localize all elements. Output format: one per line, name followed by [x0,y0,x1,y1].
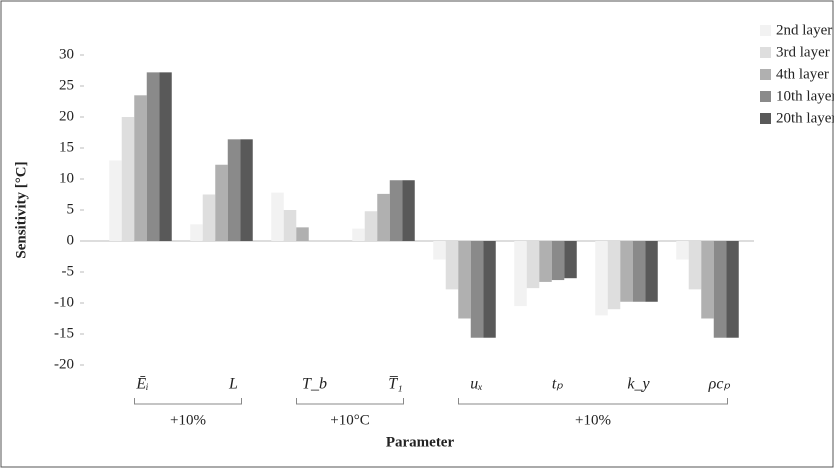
bar [377,193,390,241]
group-label: +10% [170,412,206,428]
x-tick-label: L [228,376,238,393]
bar [483,241,496,338]
bar [271,192,284,241]
bar [121,117,135,241]
x-tick-label: Ēᵢ [135,376,148,393]
legend-label: 20th layer [776,110,834,126]
bar [159,72,172,241]
bar [726,241,739,338]
bar [445,241,459,290]
bar [283,210,297,241]
bar [296,227,309,241]
bar [134,95,147,241]
bar [215,164,228,241]
bar [202,194,216,241]
legend-swatch [760,69,771,80]
x-tick-label: uₓ [470,376,483,393]
x-tick-label: ρcₚ [708,376,731,393]
y-tick-label: 5 [67,201,75,217]
x-tick-label: k_y [627,376,650,393]
bar [620,241,633,302]
bar [539,241,552,282]
y-axis-label: Sensitivity [°C] [13,161,29,258]
group-label: +10% [575,412,611,428]
x-axis-label: Parameter [386,434,455,450]
bar [564,241,577,279]
bar [146,72,160,241]
bar [389,180,403,241]
bar [514,241,527,307]
y-tick-label: -15 [54,325,74,341]
legend-swatch [760,91,771,102]
bar [595,241,608,316]
legend-label: 10th layer [776,88,834,104]
x-tick-label: T_b [302,376,327,393]
y-tick-label: 0 [67,232,75,248]
bar [676,241,689,260]
bar [433,241,446,260]
y-tick-label: 20 [59,108,74,124]
bar [458,241,471,319]
bar [688,241,702,290]
x-tick-label: tₚ [552,376,563,393]
group-label: +10°C [330,412,369,428]
bar [109,160,122,241]
group-bracket [296,398,404,405]
bar [352,228,365,241]
group-bracket [458,398,728,405]
legend-swatch [760,113,771,124]
legend-label: 4th layer [776,66,829,82]
bar [551,241,565,281]
y-tick-label: 15 [59,139,74,155]
y-tick-label: 10 [59,170,74,186]
bar [701,241,714,319]
bar [364,211,378,241]
y-tick-label: -5 [62,263,75,279]
bar [240,139,253,241]
bar [607,241,621,310]
legend-swatch [760,25,771,36]
y-tick-label: -20 [54,356,74,372]
bar [632,241,646,302]
y-tick-label: -10 [54,294,74,310]
x-tick-label: T̅₁ [388,376,402,393]
group-bracket [134,398,242,405]
bar [645,241,658,302]
legend-label: 2nd layer [776,22,832,38]
legend-label: 3rd layer [776,44,830,60]
bar [526,241,540,289]
legend-swatch [760,47,771,58]
bar [402,180,415,241]
y-tick-label: 25 [59,77,74,93]
bar [227,139,241,241]
bar [713,241,727,338]
bar [190,224,203,241]
y-tick-label: 30 [59,46,74,62]
bar [470,241,484,338]
